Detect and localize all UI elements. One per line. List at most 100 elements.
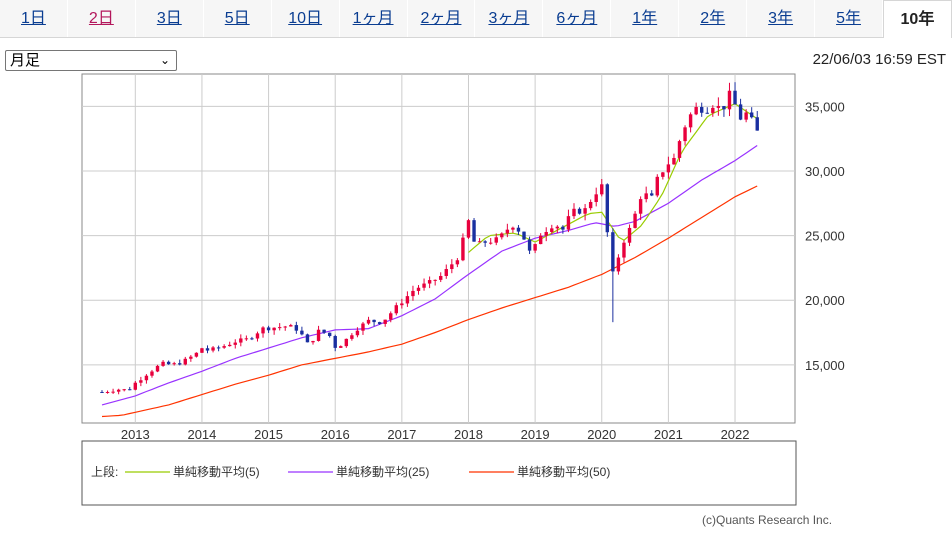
candle bbox=[450, 264, 454, 270]
plot-frame bbox=[81, 73, 796, 424]
candle bbox=[538, 235, 543, 245]
x-tick-label: 2017 bbox=[387, 427, 416, 442]
candle bbox=[189, 356, 193, 359]
candle bbox=[644, 193, 648, 200]
x-axis: 2013 2014 2015 2016 2017 2018 2019 2020 2021 2022 bbox=[121, 427, 750, 442]
x-tick-label: 2018 bbox=[454, 427, 483, 442]
candle bbox=[211, 347, 215, 351]
candle bbox=[239, 338, 243, 343]
y-tick-label: 30,000 bbox=[805, 164, 845, 179]
interval-select[interactable]: 月足 ⌄ bbox=[5, 50, 177, 71]
candle bbox=[327, 332, 332, 337]
y-tick-label: 20,000 bbox=[805, 293, 845, 308]
candle bbox=[544, 231, 548, 236]
candle bbox=[344, 338, 349, 347]
candle bbox=[377, 322, 382, 324]
tab-4[interactable]: 10日 bbox=[272, 0, 340, 37]
timestamp: 22/06/03 16:59 EST bbox=[812, 51, 946, 68]
candle bbox=[300, 330, 304, 335]
x-tick-label: 2015 bbox=[254, 427, 283, 442]
tab-0[interactable]: 1日 bbox=[0, 0, 68, 37]
candle bbox=[716, 106, 721, 108]
candle bbox=[483, 241, 487, 243]
candle bbox=[411, 290, 415, 297]
candle bbox=[155, 365, 160, 372]
candle bbox=[594, 194, 598, 202]
candle bbox=[183, 358, 187, 365]
candle bbox=[172, 363, 176, 365]
candle bbox=[500, 233, 504, 238]
candle bbox=[555, 226, 560, 229]
candle bbox=[416, 287, 421, 291]
candle bbox=[361, 323, 365, 331]
ma25-line bbox=[101, 145, 758, 406]
candle bbox=[444, 269, 448, 276]
tab-6[interactable]: 2ヶ月 bbox=[408, 0, 476, 37]
candle bbox=[733, 90, 737, 105]
candle bbox=[616, 257, 621, 272]
legend-entry: 単純移動平均(5) bbox=[173, 465, 260, 479]
candle bbox=[316, 329, 321, 341]
candle bbox=[350, 335, 354, 339]
candle bbox=[150, 371, 154, 376]
candle bbox=[433, 279, 437, 281]
candle bbox=[638, 199, 643, 214]
candle bbox=[128, 389, 132, 391]
tab-3[interactable]: 5日 bbox=[204, 0, 272, 37]
candle bbox=[266, 327, 271, 331]
candle bbox=[255, 333, 260, 339]
y-tick-label: 35,000 bbox=[805, 99, 845, 114]
tab-9[interactable]: 1年 bbox=[611, 0, 680, 37]
candle bbox=[116, 389, 121, 392]
candle bbox=[250, 338, 254, 340]
tab-7[interactable]: 3ヶ月 bbox=[475, 0, 544, 37]
candle bbox=[550, 228, 554, 232]
candle bbox=[511, 227, 515, 230]
candle bbox=[133, 382, 138, 390]
candle bbox=[366, 319, 371, 324]
candle bbox=[283, 326, 287, 328]
candle bbox=[677, 141, 682, 158]
tab-12[interactable]: 5年 bbox=[815, 0, 883, 37]
candle bbox=[144, 375, 149, 381]
legend-prefix: 上段: bbox=[91, 464, 118, 479]
x-tick-label: 2014 bbox=[187, 427, 216, 442]
candle bbox=[461, 237, 465, 261]
candle bbox=[600, 184, 604, 195]
tab-13[interactable]: 10年 bbox=[882, 0, 952, 38]
tab-1[interactable]: 2日 bbox=[68, 0, 136, 37]
candle bbox=[516, 227, 521, 232]
candle bbox=[305, 334, 310, 343]
tab-8[interactable]: 6ヶ月 bbox=[543, 0, 612, 37]
candle bbox=[627, 227, 632, 243]
candle bbox=[161, 361, 165, 366]
candle bbox=[705, 112, 709, 114]
candle bbox=[738, 104, 743, 120]
candle bbox=[111, 391, 115, 393]
period-tabs: 1日 2日 3日 5日 10日 1ヶ月 2ヶ月 3ヶ月 6ヶ月 1年 2年 3年 5年 10年 bbox=[0, 0, 952, 38]
tab-5[interactable]: 1ヶ月 bbox=[340, 0, 408, 37]
candle bbox=[105, 391, 110, 393]
tab-10[interactable]: 2年 bbox=[679, 0, 748, 37]
candle bbox=[200, 348, 204, 353]
candle bbox=[583, 208, 587, 214]
candle bbox=[383, 319, 387, 324]
y-axis: 15,000 20,000 25,000 30,000 35,000 bbox=[805, 99, 845, 373]
candle bbox=[178, 363, 182, 365]
candle bbox=[561, 226, 565, 230]
candle bbox=[233, 342, 237, 345]
candle bbox=[711, 107, 715, 113]
candle bbox=[749, 112, 754, 118]
candle bbox=[439, 275, 443, 280]
candle bbox=[527, 239, 532, 251]
legend-entry: 単純移動平均(25) bbox=[336, 465, 429, 479]
y-tick-label: 15,000 bbox=[805, 358, 845, 373]
candle bbox=[394, 305, 398, 314]
candle bbox=[661, 172, 665, 177]
candle bbox=[666, 164, 671, 173]
candle bbox=[722, 106, 726, 110]
candle bbox=[205, 348, 210, 351]
tab-11[interactable]: 3年 bbox=[747, 0, 816, 37]
tab-2[interactable]: 3日 bbox=[136, 0, 204, 37]
x-tick-label: 2020 bbox=[587, 427, 616, 442]
